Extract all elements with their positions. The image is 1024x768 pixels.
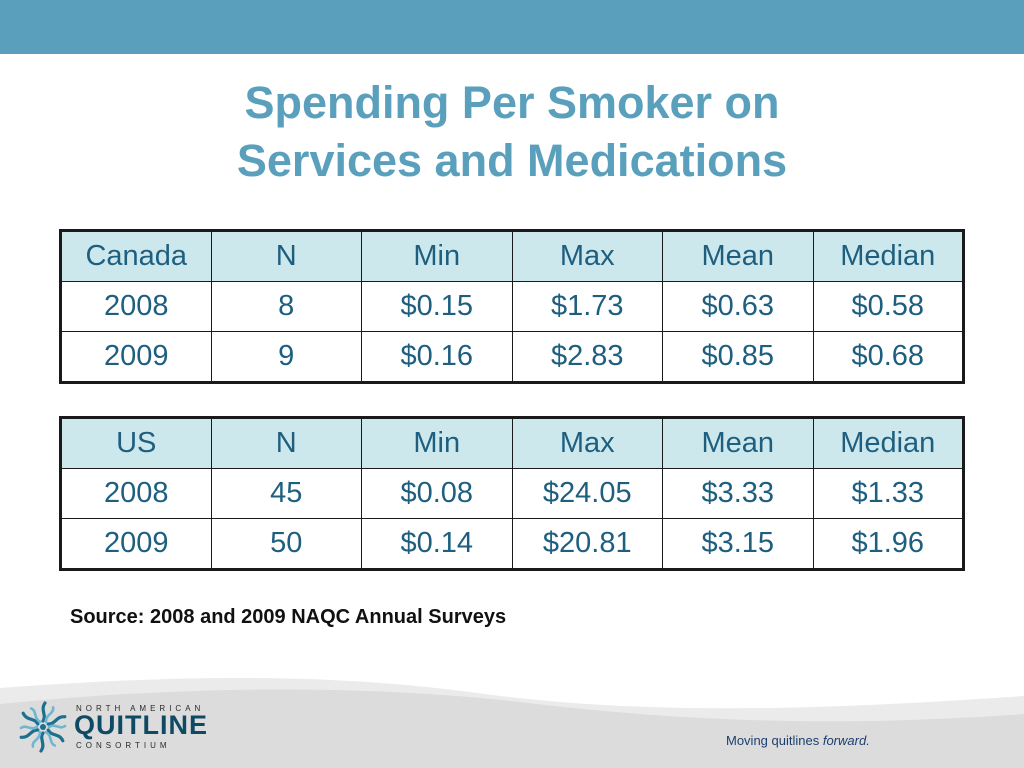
snowflake-burst-icon (19, 701, 67, 753)
us-table: US N Min Max Mean Median 2008 45 $0.08 $… (59, 416, 965, 571)
table-cell: 2009 (60, 518, 212, 570)
table-cell: $3.33 (662, 468, 814, 519)
tagline: Moving quitlines forward. (726, 733, 870, 748)
table-cell: $0.08 (361, 468, 513, 519)
table-row: 2009 9 $0.16 $2.83 $0.85 $0.68 (60, 331, 964, 383)
table-cell: $0.14 (361, 518, 513, 570)
logo-top-text: NORTH AMERICAN (76, 704, 205, 713)
header-cell: Canada (60, 230, 212, 282)
table-cell: $3.15 (662, 518, 814, 570)
quitline-logo: NORTH AMERICAN QUITLINE CONSORTIUM (16, 700, 208, 756)
table-header-row: US N Min Max Mean Median (60, 417, 964, 469)
tagline-emphasis: forward. (822, 733, 870, 748)
header-cell: Median (812, 230, 964, 282)
header-cell: N (210, 417, 362, 469)
table-cell: $0.68 (812, 331, 964, 383)
table-cell: $1.73 (511, 281, 663, 332)
table-cell: 2008 (60, 281, 212, 332)
table-row: 2009 50 $0.14 $20.81 $3.15 $1.96 (60, 518, 964, 570)
header-cell: Max (511, 417, 663, 469)
header-cell: Mean (662, 417, 814, 469)
header-cell: Min (361, 230, 513, 282)
header-cell: Mean (662, 230, 814, 282)
table-row: 2008 45 $0.08 $24.05 $3.33 $1.33 (60, 468, 964, 519)
footer-wave (0, 677, 1024, 768)
header-cell: Median (812, 417, 964, 469)
table-row: 2008 8 $0.15 $1.73 $0.63 $0.58 (60, 281, 964, 332)
logo-bottom-text: CONSORTIUM (76, 741, 171, 750)
table-cell: $24.05 (511, 468, 663, 519)
table-cell: $20.81 (511, 518, 663, 570)
table-cell: 2009 (60, 331, 212, 383)
top-banner (0, 0, 1024, 54)
title-line-2: Services and Medications (236, 135, 788, 186)
tagline-text: Moving quitlines (726, 733, 820, 748)
header-cell: N (210, 230, 362, 282)
header-cell: Min (361, 417, 513, 469)
table-cell: 9 (210, 331, 362, 383)
canada-table: Canada N Min Max Mean Median 2008 8 $0.1… (59, 229, 965, 384)
table-cell: 8 (210, 281, 362, 332)
table-cell: $1.96 (812, 518, 964, 570)
table-cell: $0.58 (812, 281, 964, 332)
table-cell: $0.85 (662, 331, 814, 383)
table-cell: $1.33 (812, 468, 964, 519)
slide-title: Spending Per Smoker on Services and Medi… (0, 74, 1024, 190)
table-header-row: Canada N Min Max Mean Median (60, 230, 964, 282)
title-line-1: Spending Per Smoker on (244, 77, 780, 128)
table-cell: $0.16 (361, 331, 513, 383)
header-cell: Max (511, 230, 663, 282)
table-cell: 45 (210, 468, 362, 519)
table-cell: 2008 (60, 468, 212, 519)
table-cell: $2.83 (511, 331, 663, 383)
header-cell: US (60, 417, 212, 469)
source-note: Source: 2008 and 2009 NAQC Annual Survey… (70, 606, 507, 628)
table-cell: 50 (210, 518, 362, 570)
table-cell: $0.15 (361, 281, 513, 332)
table-cell: $0.63 (662, 281, 814, 332)
logo-main-text: QUITLINE (74, 710, 208, 740)
